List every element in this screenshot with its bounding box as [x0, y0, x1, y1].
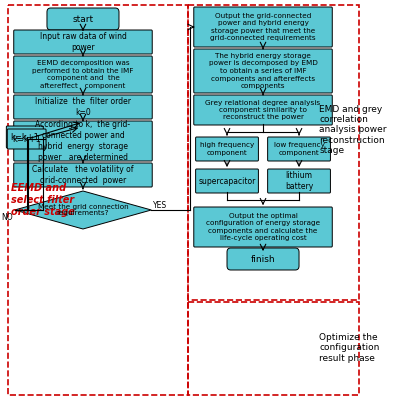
- Text: start: start: [72, 14, 94, 24]
- Text: EEMD and
select filter
order stage: EEMD and select filter order stage: [11, 183, 75, 217]
- Text: lithium
battery: lithium battery: [285, 171, 313, 191]
- Text: finish: finish: [251, 254, 275, 264]
- Text: EMD and grey
correlation
analysis power
reconstruction
stage: EMD and grey correlation analysis power …: [319, 105, 387, 155]
- Text: supercapacitor: supercapacitor: [198, 176, 256, 186]
- Polygon shape: [15, 191, 151, 229]
- FancyBboxPatch shape: [14, 56, 152, 93]
- Text: Output the optimal
configuration of energy storage
components and calculate the
: Output the optimal configuration of ener…: [206, 213, 320, 241]
- FancyBboxPatch shape: [196, 137, 258, 161]
- FancyBboxPatch shape: [6, 126, 43, 148]
- Text: EEMD decomposition was
performed to obtain the IMF
component and  the
aftereffec: EEMD decomposition was performed to obta…: [32, 60, 134, 89]
- FancyBboxPatch shape: [194, 95, 332, 125]
- Text: The hybrid energy storage
power is decomposed by EMD
to obtain a series of IMF
c: The hybrid energy storage power is decom…: [209, 53, 318, 89]
- FancyBboxPatch shape: [14, 95, 152, 119]
- FancyBboxPatch shape: [196, 169, 258, 193]
- FancyBboxPatch shape: [47, 8, 119, 30]
- FancyBboxPatch shape: [194, 207, 332, 247]
- FancyBboxPatch shape: [14, 30, 152, 54]
- FancyBboxPatch shape: [194, 49, 332, 93]
- FancyBboxPatch shape: [14, 163, 152, 187]
- FancyBboxPatch shape: [14, 121, 152, 161]
- Text: k=k+1: k=k+1: [10, 132, 39, 142]
- FancyBboxPatch shape: [7, 129, 46, 149]
- Text: According to k,  the grid-
connected power and
hybrid  energy  storage
power   a: According to k, the grid- connected powe…: [36, 120, 130, 162]
- Text: NO: NO: [1, 214, 13, 222]
- FancyBboxPatch shape: [268, 169, 331, 193]
- Text: Initialize  the  filter order
k=0: Initialize the filter order k=0: [35, 97, 131, 117]
- Text: high frequency
component: high frequency component: [200, 142, 254, 156]
- Text: Calculate   the volatility of
grid-connected  power: Calculate the volatility of grid-connect…: [32, 165, 134, 185]
- Text: Meet the grid connection
requirements?: Meet the grid connection requirements?: [38, 204, 128, 216]
- FancyBboxPatch shape: [227, 248, 299, 270]
- Text: k=k+1: k=k+1: [12, 134, 41, 144]
- Text: low frequency
component: low frequency component: [274, 142, 324, 156]
- FancyBboxPatch shape: [268, 137, 331, 161]
- Text: Input raw data of wind
power: Input raw data of wind power: [40, 32, 126, 52]
- FancyBboxPatch shape: [194, 7, 332, 47]
- Text: Grey relational degree analysis
component similarity to
reconstruct the power: Grey relational degree analysis componen…: [205, 100, 321, 120]
- Text: YES: YES: [153, 200, 167, 210]
- Text: Output the grid-connected
power and hybrid energy
storage power that meet the
gr: Output the grid-connected power and hybr…: [210, 13, 316, 41]
- Text: Optimize the
configuration
result phase: Optimize the configuration result phase: [319, 333, 380, 363]
